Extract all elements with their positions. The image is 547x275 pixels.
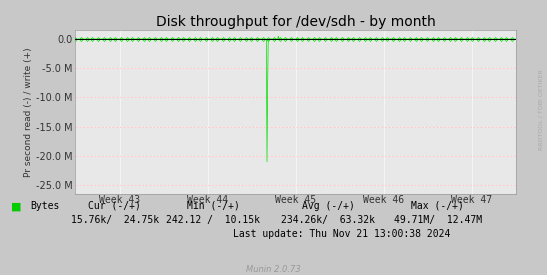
Text: 15.76k/  24.75k: 15.76k/ 24.75k xyxy=(71,215,159,225)
Text: Max (-/+): Max (-/+) xyxy=(411,201,464,211)
Text: Avg (-/+): Avg (-/+) xyxy=(302,201,354,211)
Title: Disk throughput for /dev/sdh - by month: Disk throughput for /dev/sdh - by month xyxy=(156,15,435,29)
Text: Munin 2.0.73: Munin 2.0.73 xyxy=(246,265,301,274)
Text: RRDTOOL / TOBI OETIKER: RRDTOOL / TOBI OETIKER xyxy=(538,70,543,150)
Text: Min (-/+): Min (-/+) xyxy=(187,201,240,211)
Text: 234.26k/  63.32k: 234.26k/ 63.32k xyxy=(281,215,375,225)
Y-axis label: Pr second read (-) / write (+): Pr second read (-) / write (+) xyxy=(24,47,33,177)
Text: Bytes: Bytes xyxy=(30,201,60,211)
Text: 242.12 /  10.15k: 242.12 / 10.15k xyxy=(166,215,260,225)
Text: Last update: Thu Nov 21 13:00:38 2024: Last update: Thu Nov 21 13:00:38 2024 xyxy=(233,229,451,239)
Text: Cur (-/+): Cur (-/+) xyxy=(89,201,141,211)
Text: 49.71M/  12.47M: 49.71M/ 12.47M xyxy=(393,215,482,225)
Text: ■: ■ xyxy=(11,202,21,212)
